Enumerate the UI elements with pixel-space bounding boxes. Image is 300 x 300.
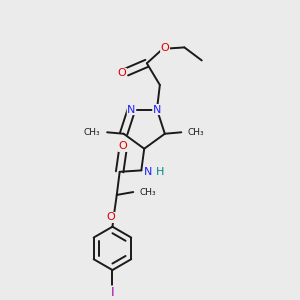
Text: O: O [118, 141, 127, 152]
Text: N: N [127, 104, 136, 115]
Text: N: N [153, 104, 161, 115]
Text: CH₃: CH₃ [188, 128, 205, 137]
Text: I: I [111, 286, 114, 299]
Text: N: N [144, 167, 153, 177]
Text: O: O [118, 68, 126, 78]
Text: CH₃: CH₃ [140, 188, 157, 196]
Text: H: H [156, 167, 164, 177]
Text: CH₃: CH₃ [84, 128, 101, 137]
Text: O: O [106, 212, 116, 223]
Text: O: O [161, 43, 170, 53]
